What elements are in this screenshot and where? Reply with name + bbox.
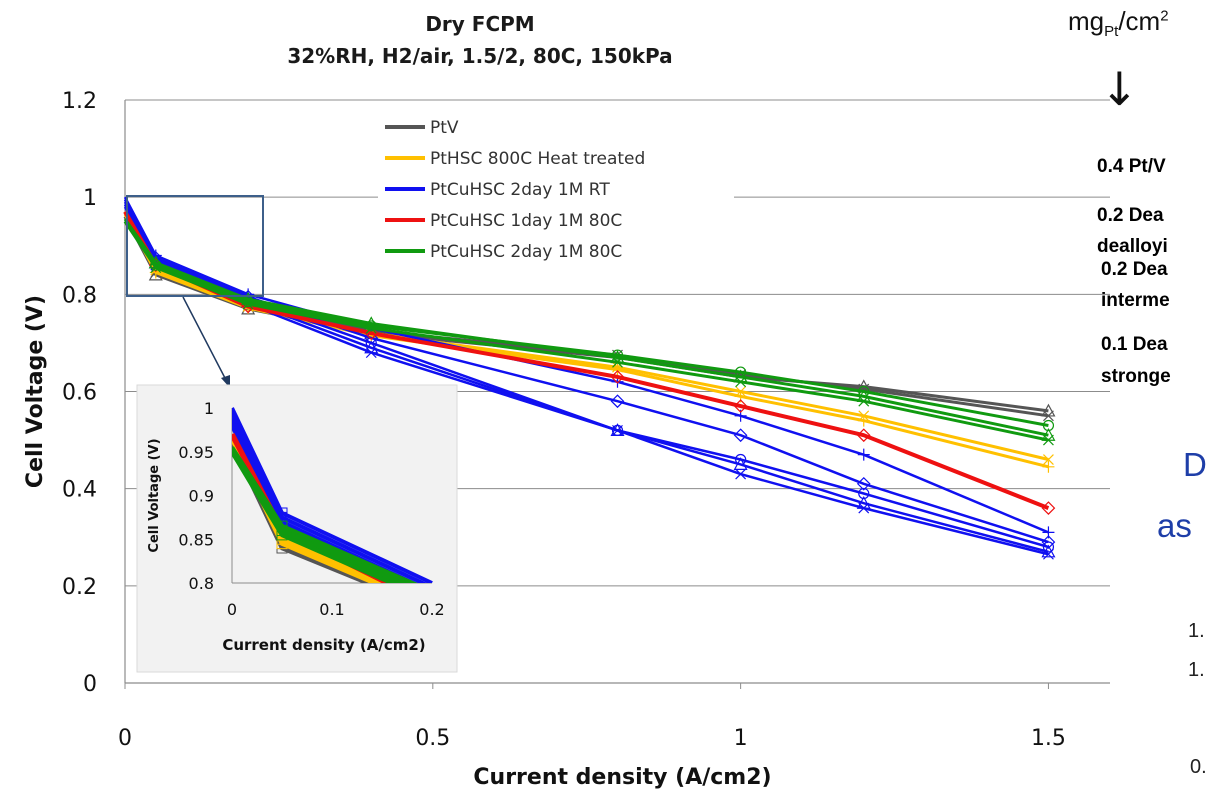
- data-point: [365, 322, 377, 334]
- legend-label: PtCuHSC 1day 1M 80C: [430, 211, 622, 231]
- inset-series-line: [232, 446, 418, 583]
- data-point: [612, 356, 623, 368]
- y-tick-label: 0.8: [62, 283, 97, 308]
- data-point: [610, 394, 625, 409]
- data-point: [735, 468, 747, 480]
- data-point: [1042, 419, 1055, 432]
- y-tick-label: 1: [83, 186, 97, 211]
- data-point: [1041, 535, 1056, 549]
- legend-label: PtCuHSC 2day 1M RT: [430, 180, 610, 200]
- partial-text-1: 1.: [1188, 620, 1205, 642]
- inset-data-point: [276, 529, 288, 541]
- y-tick-label: 1.2: [62, 89, 97, 114]
- chart-subtitle: 32%RH, H2/air, 1.5/2, 80C, 150kPa: [287, 44, 673, 68]
- data-point: [611, 349, 624, 361]
- data-point: [610, 370, 625, 384]
- legend-label: PtCuHSC 2day 1M 80C: [430, 242, 622, 262]
- partial-text-as: as: [1157, 507, 1192, 544]
- side-note-6: 0.1 Dea: [1101, 334, 1168, 355]
- inset-series: [232, 407, 433, 583]
- inset-y-tick-label: 0.8: [189, 574, 214, 593]
- inset-y-tick-label: 0.95: [178, 443, 214, 462]
- inset-series-line: [232, 450, 398, 583]
- x-axis-title: Current density (A/cm2): [473, 765, 771, 790]
- series-line: [123, 213, 1049, 469]
- data-point: [1043, 410, 1054, 422]
- series-line: [123, 199, 1049, 544]
- y-axis-title: Cell Voltage (V): [23, 295, 48, 488]
- inset-x-tick-label: 0.1: [319, 600, 344, 619]
- y-tick-label: 0: [83, 672, 97, 697]
- x-tick-label: 1.5: [1031, 726, 1066, 751]
- legend-label: PtV: [430, 118, 459, 138]
- data-point: [242, 298, 254, 310]
- zoom-region-box: [126, 195, 264, 297]
- partial-text-2: 1.: [1188, 659, 1205, 681]
- inset-x-tick-label: 0.2: [419, 600, 444, 619]
- chart-title: Dry FCPM: [425, 12, 535, 36]
- data-point: [735, 376, 747, 388]
- data-point: [858, 487, 870, 500]
- x-tick-label: 0.5: [415, 726, 450, 751]
- data-point: [365, 347, 377, 359]
- unit-label: mgPt/cm2: [1068, 6, 1169, 40]
- x-tick-label: 1: [734, 726, 748, 751]
- data-point: [1042, 541, 1055, 553]
- data-point: [857, 414, 870, 427]
- data-point: [1041, 501, 1056, 515]
- inset-y-axis-title: Cell Voltage (V): [147, 438, 162, 552]
- down-arrow-icon: ↓: [1100, 62, 1139, 116]
- side-note-4: 0.2 Dea: [1101, 259, 1168, 280]
- side-note-3: dealloyi: [1097, 236, 1168, 257]
- side-note-2: 0.2 Dea: [1097, 205, 1164, 226]
- side-note-5: interme: [1101, 290, 1170, 311]
- inset-x-tick-label: 0: [227, 600, 237, 619]
- data-point: [733, 428, 748, 443]
- partial-text-d: D: [1183, 446, 1207, 483]
- legend-label: PtHSC 800C Heat treated: [430, 149, 645, 169]
- data-point: [611, 363, 624, 376]
- partial-text-3: 0.: [1190, 756, 1207, 778]
- series-line: [123, 210, 1049, 461]
- legend-background: [378, 112, 734, 272]
- data-point: [1042, 460, 1055, 473]
- data-point: [364, 326, 379, 341]
- data-point: [858, 395, 870, 407]
- y-tick-label: 0.4: [62, 478, 97, 503]
- data-point: [1043, 548, 1054, 560]
- y-tick-label: 0.6: [62, 381, 97, 406]
- inset-x-axis-title: Current density (A/cm2): [222, 636, 425, 654]
- data-point: [733, 399, 748, 413]
- side-note-7: stronge: [1101, 366, 1171, 387]
- data-point: [857, 448, 870, 461]
- side-note-1: 0.4 Pt/V: [1097, 156, 1166, 177]
- series-line: [123, 218, 1049, 437]
- inset-y-tick-label: 0.9: [189, 487, 214, 506]
- zoom-pointer-line: [182, 296, 227, 381]
- unit-label-rest: /cm: [1118, 6, 1161, 36]
- data-point: [1043, 434, 1054, 446]
- unit-label-sub: Pt: [1104, 23, 1119, 41]
- unit-label-main: mg: [1068, 6, 1105, 36]
- x-tick-label: 0: [118, 726, 132, 751]
- series-line: [123, 220, 1049, 442]
- inset-y-tick-label: 1: [204, 399, 214, 418]
- data-point: [858, 502, 870, 514]
- inset-y-tick-label: 0.85: [178, 530, 214, 549]
- data-point: [856, 428, 871, 443]
- data-point: [612, 424, 623, 436]
- series-line: [123, 201, 1049, 549]
- unit-label-sup: 2: [1160, 7, 1169, 25]
- data-point: [1043, 454, 1054, 465]
- data-point: [733, 457, 748, 470]
- y-tick-label: 0.2: [62, 575, 97, 600]
- data-point: [150, 262, 162, 274]
- data-point: [856, 476, 871, 491]
- inset-data-point: [276, 538, 288, 550]
